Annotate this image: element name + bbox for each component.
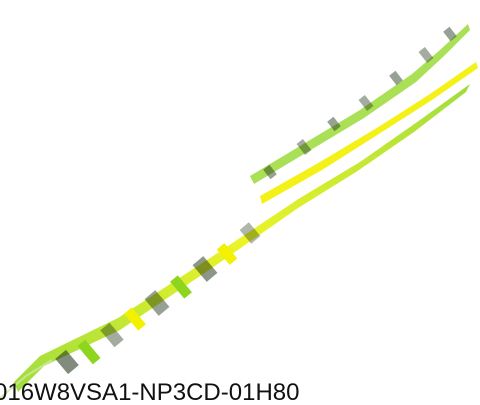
- logo-tail-stroke: [0, 359, 53, 399]
- model-code-text: 016W8VSA1-NP3CD-01H80: [0, 379, 300, 405]
- logo-diagonal-band: [14, 24, 478, 392]
- logo-letter-fragments: [55, 26, 457, 375]
